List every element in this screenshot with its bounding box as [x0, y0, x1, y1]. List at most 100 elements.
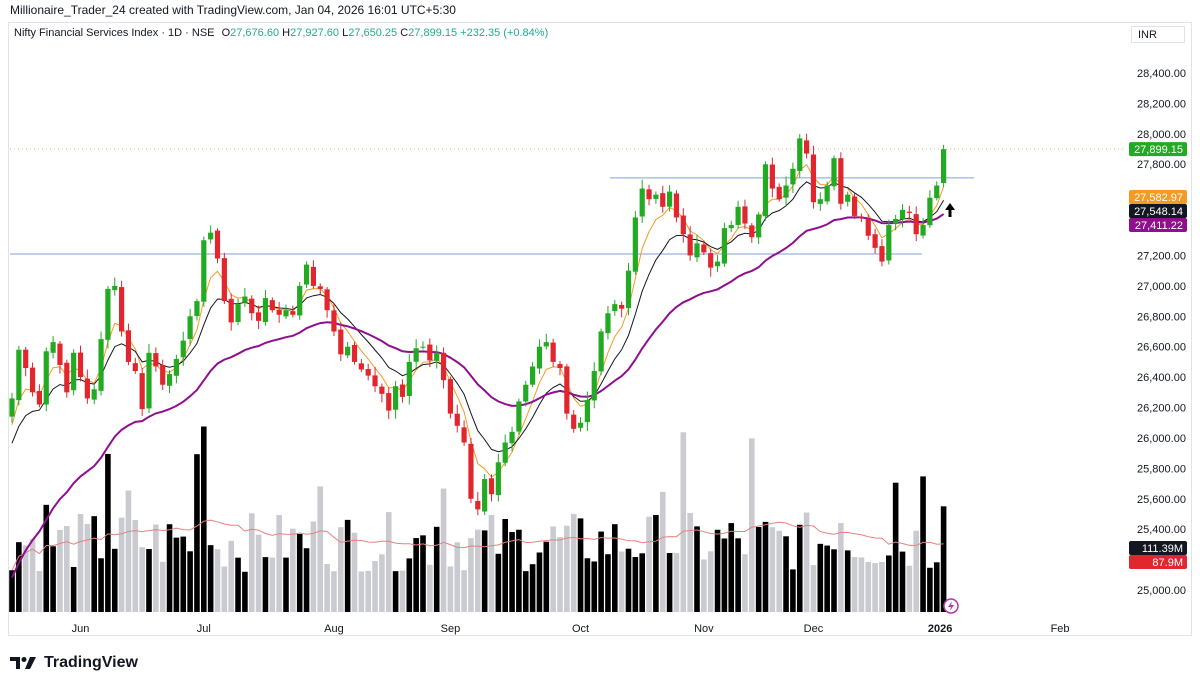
candle-body [790, 168, 796, 185]
candle-body [351, 344, 358, 362]
candle-body [468, 443, 474, 499]
volume-ma-path [11, 519, 944, 571]
candle-body [612, 304, 618, 312]
open-label: O [221, 27, 231, 39]
candle-body [434, 352, 440, 361]
high-value: 27,927.60 [290, 27, 340, 39]
volume-bar [694, 526, 700, 612]
volume-bar [385, 512, 392, 612]
chart-credit: Millionaire_Trader_24 created with Tradi… [10, 3, 456, 17]
tradingview-logo-icon [10, 657, 36, 669]
volume-bar [344, 519, 351, 612]
currency-label: INR [1138, 29, 1157, 41]
volume-bar [776, 530, 782, 612]
volume-bar [824, 545, 830, 612]
candle-body [64, 362, 70, 393]
candle-body [379, 386, 385, 394]
volume-bar [522, 571, 529, 612]
volume-bar [338, 527, 344, 612]
candle-body [797, 138, 803, 171]
candle-body [879, 246, 885, 262]
candle-body [440, 352, 447, 381]
candle-body [393, 386, 399, 410]
volume-bar [173, 537, 180, 612]
volume-bar [707, 551, 714, 612]
ema-slow-line [11, 213, 945, 579]
volume-bar [454, 542, 461, 612]
volume-bar [84, 524, 91, 612]
candle-body [625, 270, 632, 309]
candle-body [673, 193, 680, 218]
symbol-name[interactable]: Nifty Financial Services Index · 1D · NS… [14, 27, 215, 39]
volume-bar [570, 513, 577, 612]
y-tick-label: 26,800.00 [1137, 311, 1186, 323]
volume-bar [235, 557, 241, 612]
volume-bar [475, 529, 481, 612]
candle-body [345, 346, 351, 356]
candle-body [262, 298, 269, 323]
volume-bar [269, 557, 276, 612]
currency-selector[interactable]: INR [1131, 26, 1185, 43]
ema-badge-bg [1129, 204, 1187, 218]
tradingview-footer[interactable]: TradingView [10, 652, 138, 674]
candle-body [783, 185, 789, 198]
volume-bar [468, 538, 474, 612]
volume-bar [762, 521, 769, 612]
candle-body [413, 348, 419, 362]
candle-body [913, 214, 919, 235]
candle-body [125, 330, 132, 362]
tradingview-brand: TradingView [44, 654, 138, 671]
candle-body [899, 209, 906, 220]
candle-body [735, 206, 741, 225]
volume-bar [625, 548, 632, 612]
x-tick-label: Nov [694, 623, 714, 635]
volume-bar [283, 557, 289, 612]
volume-bar [187, 551, 193, 612]
x-tick-label: Dec [804, 623, 824, 635]
volume-bar [598, 531, 604, 612]
volume-bar [153, 524, 159, 612]
volume-bar [714, 529, 721, 612]
candle-body [338, 329, 344, 355]
candle-body [845, 194, 851, 202]
candle-body [303, 264, 310, 285]
volume-bar [749, 438, 755, 612]
candle-body [406, 361, 412, 396]
candle-body [399, 384, 406, 397]
volume-bar [639, 553, 645, 612]
x-tick-label: Oct [572, 623, 589, 635]
candle-body [810, 154, 817, 203]
volume-bar [612, 524, 618, 612]
volume-bar [584, 558, 591, 612]
candle-body [9, 398, 15, 417]
volume-bar [865, 562, 872, 612]
candle-body [283, 310, 289, 317]
volume-bar [577, 518, 584, 612]
ema-badge: 27,582.97 [1134, 192, 1183, 204]
volume-bar [618, 551, 625, 612]
candle-body [23, 349, 29, 368]
volume-bar [646, 516, 652, 612]
volume-bar [509, 532, 515, 612]
y-tick-label: 28,400.00 [1137, 68, 1186, 80]
ema-badge-bg [1129, 190, 1187, 204]
candle-body [831, 158, 837, 187]
volume-bar [132, 519, 139, 612]
volume-bar [372, 561, 378, 612]
candle-body [201, 240, 207, 302]
candle-body [536, 346, 543, 369]
candle-body [36, 391, 42, 405]
candle-body [708, 253, 714, 268]
volume-bar [70, 566, 77, 612]
volume-bar [98, 558, 104, 612]
volume-bar [488, 515, 495, 612]
volume-bar [653, 515, 659, 612]
candle-body [427, 344, 433, 361]
low-value: 27,650.25 [348, 27, 398, 39]
volume-bar [180, 536, 187, 612]
volume-bar [728, 523, 735, 612]
volume-bar [940, 506, 947, 612]
candle-body [886, 225, 892, 261]
volume-bar [838, 523, 844, 612]
